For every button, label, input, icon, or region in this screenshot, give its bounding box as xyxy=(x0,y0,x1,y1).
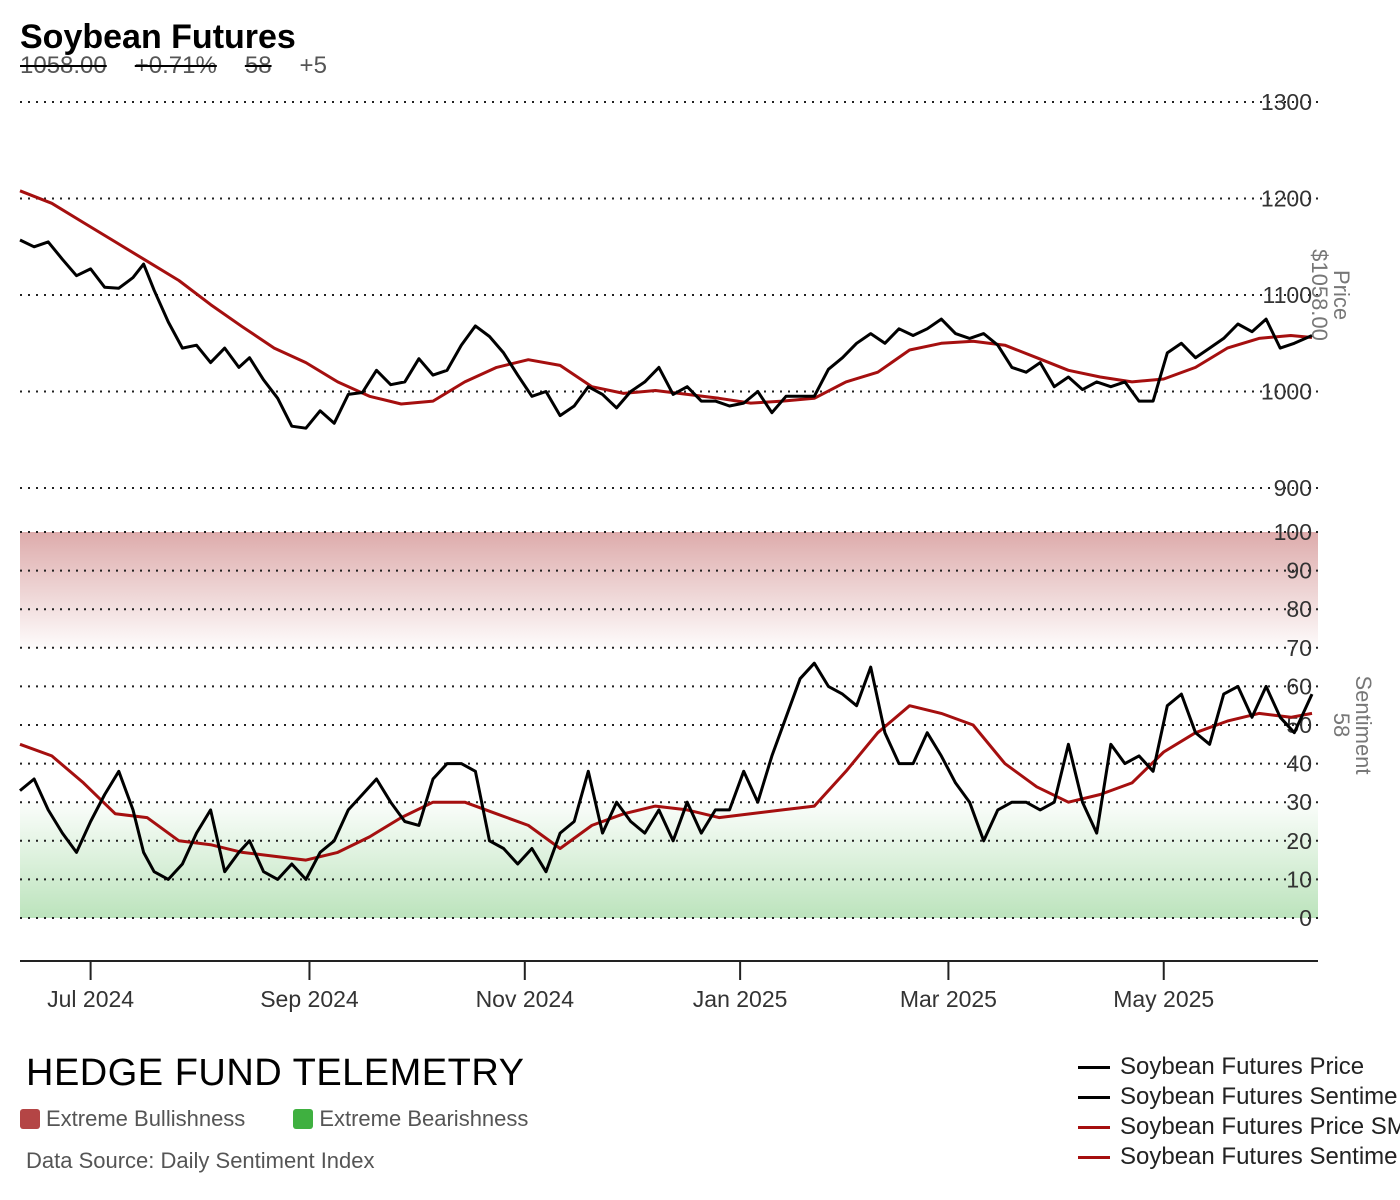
sentiment-line xyxy=(19,661,1314,881)
bullishness-swatch xyxy=(20,1109,40,1129)
legend-extreme-bearishness: Extreme Bearishness xyxy=(293,1106,528,1132)
price-tick-label: 1100 xyxy=(1263,282,1312,308)
price-axis-title: Price xyxy=(1329,270,1354,320)
sentiment-tick-label: 100 xyxy=(1274,519,1312,545)
x-tick-label: May 2025 xyxy=(1113,986,1214,1012)
x-tick-label: Sep 2024 xyxy=(260,986,359,1012)
price-change: +0.71% xyxy=(134,52,217,79)
x-tick-label: Mar 2025 xyxy=(900,986,997,1012)
brand-name: HEDGE FUND TELEMETRY xyxy=(26,1052,525,1094)
x-tick-label: Jul 2024 xyxy=(47,986,134,1012)
sentiment-sma-line xyxy=(19,704,1313,862)
chart-title: Soybean Futures xyxy=(20,18,296,56)
header-stats: 1058.00 +0.71% 58 +5 xyxy=(20,52,355,80)
sentiment-axis-title: Sentiment xyxy=(1351,675,1376,774)
legend-item-sentiment-sma[interactable]: Soybean Futures Sentime xyxy=(1078,1142,1400,1172)
legend-item-price-sma[interactable]: Soybean Futures Price SM xyxy=(1078,1112,1400,1142)
legend-label-price: Soybean Futures Price xyxy=(1120,1053,1365,1080)
price-sma-line xyxy=(19,189,1313,406)
legend-label-price-sma: Soybean Futures Price SM xyxy=(1120,1113,1400,1140)
sentiment-change: +5 xyxy=(299,52,327,79)
data-source: Data Source: Daily Sentiment Index xyxy=(26,1148,375,1173)
sentiment-tick-label: 60 xyxy=(1286,673,1312,699)
legend-line-price-sma xyxy=(1078,1125,1110,1129)
bullishness-label: Extreme Bullishness xyxy=(46,1106,246,1131)
legend-label-sentiment: Soybean Futures Sentime xyxy=(1120,1083,1398,1110)
sentiment-tick-label: 20 xyxy=(1286,828,1312,854)
legend-label-sentiment-sma: Soybean Futures Sentime xyxy=(1120,1143,1398,1170)
bearishness-swatch xyxy=(293,1109,314,1129)
current-price: 1058.00 xyxy=(20,52,107,79)
sentiment-tick-label: 80 xyxy=(1286,596,1312,622)
sentiment-tick-label: 40 xyxy=(1286,751,1312,777)
sentiment-tick-label: 90 xyxy=(1286,558,1312,584)
x-tick-label: Jan 2025 xyxy=(693,986,788,1012)
sentiment-tick-label: 30 xyxy=(1286,789,1312,815)
legend-extreme-bullishness: Extreme Bullishness xyxy=(20,1106,245,1132)
price-tick-label: 900 xyxy=(1274,475,1312,501)
price-tick-label: 1000 xyxy=(1261,379,1312,405)
price-axis-value: $1058.00 xyxy=(1307,249,1332,341)
price-tick-label: 1300 xyxy=(1261,89,1312,115)
legend-line-sentiment xyxy=(1078,1095,1110,1099)
extreme-bearishness-zone xyxy=(20,802,1318,918)
sentiment-axis-value: 58 xyxy=(1329,713,1354,737)
x-tick-label: Nov 2024 xyxy=(476,986,575,1012)
legend-item-price[interactable]: Soybean Futures Price xyxy=(1078,1052,1400,1082)
zone-legend: Extreme Bullishness Extreme Bearishness xyxy=(20,1106,528,1132)
current-sentiment: 58 xyxy=(244,52,272,79)
legend-line-price xyxy=(1078,1065,1110,1069)
extreme-bullishness-zone xyxy=(20,532,1318,648)
price-tick-label: 1200 xyxy=(1261,186,1312,212)
sentiment-tick-label: 0 xyxy=(1299,905,1312,931)
legend-line-sentiment-sma xyxy=(1078,1155,1110,1159)
legend-item-sentiment[interactable]: Soybean Futures Sentime xyxy=(1078,1082,1400,1112)
sentiment-tick-label: 10 xyxy=(1286,866,1312,892)
price-line xyxy=(19,238,1313,430)
bearishness-label: Extreme Bearishness xyxy=(319,1106,529,1131)
sentiment-tick-label: 70 xyxy=(1286,635,1312,661)
series-legend: Soybean Futures Price Soybean Futures Se… xyxy=(1078,1052,1400,1172)
